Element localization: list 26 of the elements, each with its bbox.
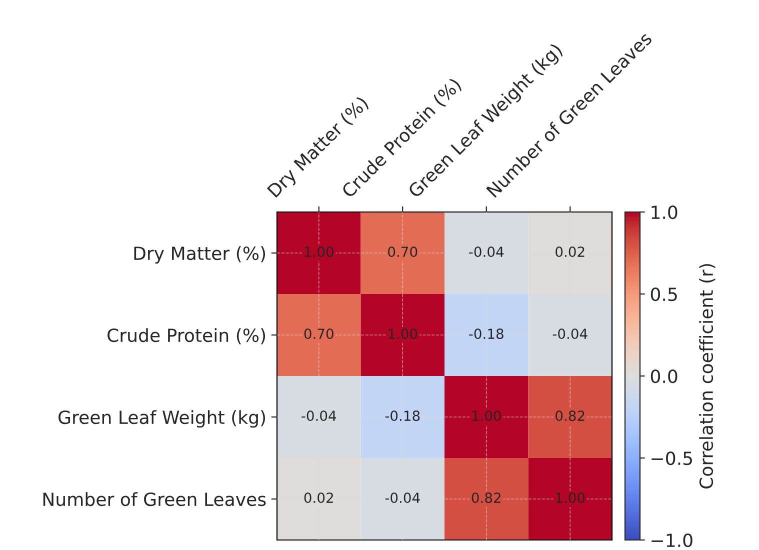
data-label: 1.00: [388, 328, 418, 340]
data-label: 0.70: [388, 246, 418, 258]
data-label: -0.18: [469, 328, 504, 340]
y-tick-label: Dry Matter (%): [134, 246, 266, 264]
color-bar-label: 0.0: [650, 369, 678, 384]
data-label: -0.04: [552, 328, 588, 340]
y-tick-label: Number of Green Leaves: [43, 492, 266, 506]
data-label: 0.82: [472, 492, 500, 504]
color-bar-label: 1.0: [652, 205, 678, 220]
color-bar-label: −0.5: [652, 451, 692, 466]
data-label: 0.02: [556, 246, 584, 258]
data-label: 1.00: [304, 246, 334, 258]
y-tick-label: Green Leaf Weight (kg): [58, 410, 266, 428]
data-label: -0.18: [385, 410, 420, 422]
data-label: 0.02: [304, 492, 333, 504]
data-label: -0.04: [302, 410, 336, 422]
color-bar-title: Correlation coefficient (r): [699, 264, 716, 488]
data-label: 1.00: [472, 410, 501, 422]
color-bar-label: −1.0: [652, 533, 692, 548]
data-label: 0.82: [556, 410, 584, 422]
data-label: -0.04: [469, 246, 504, 258]
data-label: 1.00: [556, 492, 585, 504]
y-tick-label: Crude Protein (%): [108, 328, 266, 344]
data-label: 0.70: [304, 328, 334, 340]
data-label: -0.04: [385, 492, 420, 504]
color-bar-label: 0.5: [650, 287, 677, 302]
